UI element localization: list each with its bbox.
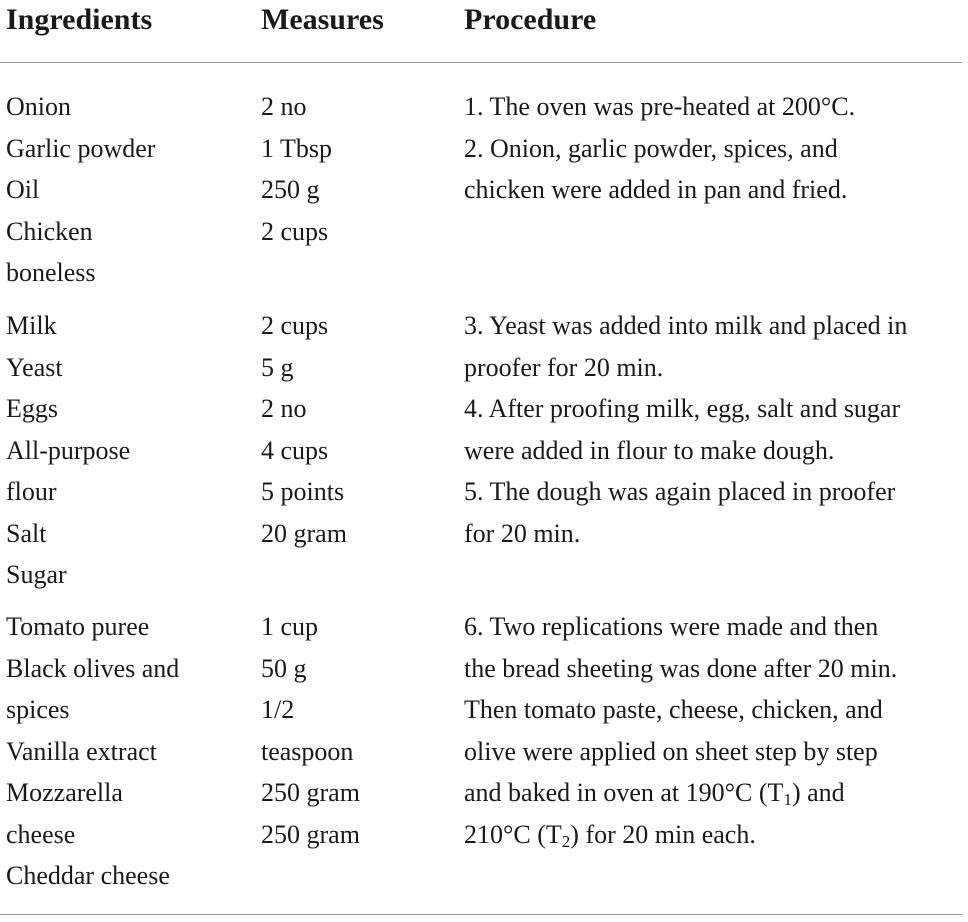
text-line: Cheddar cheese <box>6 861 170 890</box>
text-line: Eggs <box>6 394 58 423</box>
text-line: 1 cup <box>261 612 319 641</box>
text-line: Yeast <box>6 352 63 382</box>
procedure-cell: 1. The oven was pre-heated at 200°C. 2. O… <box>464 86 855 211</box>
text-line: 2. Onion, garlic powder, spices, and <box>464 133 838 163</box>
text-line: Salt <box>6 518 47 548</box>
measures-cell: 2 cups 5 g 2 no 4 cups 5 points 20 gram <box>261 305 347 554</box>
column-header: Procedure <box>464 3 597 36</box>
subscript: 1 <box>783 790 792 809</box>
text-line: boneless <box>6 258 96 287</box>
text-line: Milk <box>6 311 57 340</box>
ingredients-cell: Tomato puree Black olives and spices Vanill… <box>6 606 179 897</box>
text-line: Sugar <box>6 560 67 589</box>
text-line: teaspoon <box>261 736 354 766</box>
text-line: 250 gram <box>261 819 360 849</box>
text-line: 20 gram <box>261 518 347 548</box>
text-line: spices <box>6 695 70 724</box>
text-line: 6. Two replications were made and then <box>464 612 879 641</box>
text-line: All-purpose <box>6 435 131 465</box>
column-header: Measures <box>261 3 384 36</box>
text-line: 5. The dough was again placed in proofer <box>464 477 896 506</box>
text-line: Garlic powder <box>6 133 156 163</box>
text-line: Onion <box>6 92 71 121</box>
bottom-rule <box>0 914 962 915</box>
header-rule <box>0 62 962 63</box>
text-line: proofer for 20 min. <box>464 352 664 382</box>
text-line: 2 no <box>261 394 307 423</box>
text-line: 1. The oven was pre-heated at 200°C. <box>464 92 856 121</box>
text-part: and baked in oven at 190°C (T <box>464 778 784 807</box>
measures-cell: 1 cup 50 g 1/2 teaspoon 250 gram 250 gram <box>261 606 360 855</box>
procedure-cell: 3. Yeast was added into milk and placed … <box>464 305 907 554</box>
text-line: 1/2 <box>261 695 295 724</box>
text-part: 210°C (T <box>464 819 562 849</box>
text-line: 2 cups <box>261 216 329 246</box>
procedure-cell: 6. Two replications were made and then th… <box>464 606 897 855</box>
text-line: Oil <box>6 175 40 204</box>
text-line: 4 cups <box>261 435 329 465</box>
text-line: were added in flour to make dough. <box>464 435 835 465</box>
text-line: cheese <box>6 819 76 849</box>
text-line: 2 no <box>261 92 307 121</box>
text-line: 5 points <box>261 477 345 506</box>
text-line: Chicken <box>6 216 93 246</box>
text-line: 4. After proofing milk, egg, salt and su… <box>464 394 901 423</box>
text-line: chicken were added in pan and fried. <box>464 175 848 204</box>
text-line: Vanilla extract <box>6 736 157 766</box>
text-line: for 20 min. <box>464 518 581 548</box>
text-line: 50 g <box>261 653 307 683</box>
text-line: 210°C (T2) for 20 min each. <box>464 814 897 856</box>
text-line: Mozzarella <box>6 778 123 807</box>
text-line: 5 g <box>261 352 294 382</box>
text-line: Black olives and <box>6 653 180 683</box>
text-part: ) for 20 min each. <box>570 819 756 849</box>
text-line: Tomato puree <box>6 612 150 641</box>
ingredients-cell: Milk Yeast Eggs All-purpose flour Salt Sugar <box>6 305 130 596</box>
column-header: Ingredients <box>6 3 153 36</box>
measures-cell: 2 no 1 Tbsp 250 g 2 cups <box>261 86 332 252</box>
text-line: flour <box>6 477 57 506</box>
subscript: 2 <box>561 831 571 851</box>
text-line: 2 cups <box>261 311 329 340</box>
text-line: 250 g <box>261 175 320 204</box>
ingredients-cell: Onion Garlic powder Oil Chicken boneless <box>6 86 155 294</box>
text-line: 1 Tbsp <box>261 133 333 163</box>
text-part: ) and <box>791 778 845 807</box>
text-line: 3. Yeast was added into milk and placed … <box>464 311 908 340</box>
text-line: 250 gram <box>261 778 360 807</box>
text-line: olive were applied on sheet step by step <box>464 736 878 766</box>
text-line: the bread sheeting was done after 20 min… <box>464 653 898 683</box>
text-line: Then tomato paste, cheese, chicken, and <box>464 695 883 724</box>
text-line: and baked in oven at 190°C (T1) and <box>464 772 897 814</box>
